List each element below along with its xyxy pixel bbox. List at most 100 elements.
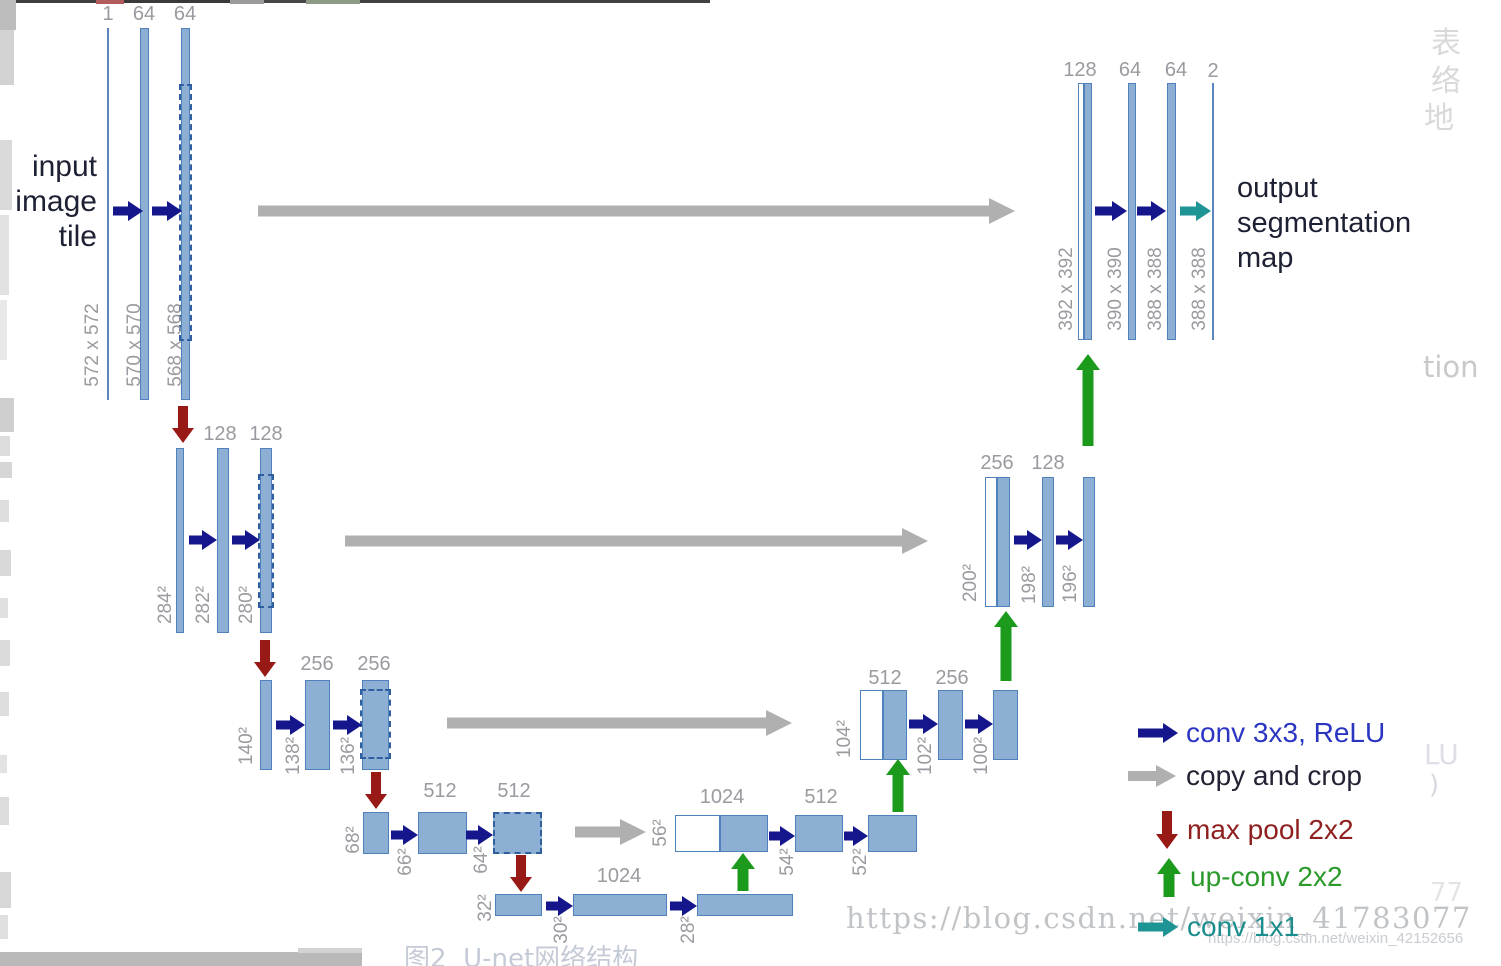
left-edge-ghost: [0, 436, 10, 456]
channel-count-label: 1024: [596, 865, 642, 887]
spatial-size-label: 140²: [236, 726, 258, 766]
output-segmentation-map-label: map: [1237, 242, 1294, 274]
feature-map-bar: [938, 690, 963, 760]
feature-map-bar: [697, 894, 793, 916]
spatial-size-label: 568 x 568: [165, 303, 187, 387]
bottom-gray-bar: [298, 948, 362, 953]
spatial-size-label: 66²: [395, 848, 417, 876]
left-edge-ghost: [0, 692, 9, 716]
channel-count-label: 1024: [699, 786, 745, 808]
channel-count-label: 64: [1118, 59, 1142, 81]
spatial-size-label: 104²: [834, 719, 856, 759]
copied-feature-map: [860, 690, 883, 760]
ghost-text: tion: [1423, 350, 1479, 384]
window-edge-strip: [96, 0, 124, 4]
input-channel-line: [107, 28, 109, 400]
spatial-size-label: 30²: [551, 916, 573, 944]
feature-map-bar: [1084, 83, 1092, 340]
channel-count-label: 256: [935, 667, 969, 689]
left-edge-ghost: [0, 140, 12, 210]
channel-count-label: 512: [497, 780, 531, 802]
spatial-size-label: 136²: [338, 736, 360, 776]
feature-map-bar: [217, 448, 229, 633]
spatial-size-label: 572 x 572: [82, 303, 104, 387]
left-edge-ghost: [0, 0, 16, 30]
feature-map-bar: [720, 815, 768, 852]
spatial-size-label: 282²: [193, 585, 215, 625]
feature-map-bar: [997, 477, 1010, 607]
ghost-text: 络: [1431, 64, 1461, 99]
left-edge-ghost: [0, 300, 7, 360]
spatial-size-label: 388 x 388: [1189, 247, 1211, 331]
copied-feature-map: [675, 815, 720, 852]
spatial-size-label: 284²: [155, 585, 177, 625]
feature-map-bar: [1042, 477, 1054, 607]
copied-feature-map: [1078, 83, 1084, 340]
spatial-size-label: 102²: [915, 736, 937, 776]
left-edge-ghost: [0, 598, 8, 618]
feature-map-bar: [573, 894, 667, 916]
feature-map-bar: [868, 815, 917, 852]
spatial-size-label: 196²: [1060, 564, 1082, 604]
spatial-size-label: 138²: [283, 736, 305, 776]
left-edge-ghost: [0, 462, 12, 478]
output-segmentation-map-label: output: [1237, 172, 1318, 204]
input-image-tile-label: tile: [58, 220, 97, 253]
feature-map-bar: [1167, 83, 1176, 340]
left-edge-ghost: [0, 500, 9, 522]
legend-item-conv3x3: conv 3x3, ReLU: [1186, 717, 1386, 748]
feature-map-bar: [1083, 477, 1095, 607]
feature-map-bar: [418, 812, 467, 854]
spatial-size-label: 388 x 388: [1145, 247, 1167, 331]
watermark-text-small: https://blog.csdn.net/weixin_42152656: [1208, 930, 1464, 947]
window-edge-strip: [306, 0, 360, 4]
feature-map-bar: [176, 448, 184, 633]
feature-map-bar: [305, 680, 330, 770]
feature-map-bar: [260, 680, 272, 770]
left-edge-ghost: [0, 640, 10, 666]
channel-count-label: 64: [132, 3, 156, 25]
output-channel-line: [1212, 83, 1214, 340]
input-image-tile-label: input: [31, 150, 97, 183]
channel-count-label: 256: [357, 653, 391, 675]
channel-count-label: 2: [1207, 60, 1219, 82]
ghost-text: 77: [1430, 878, 1464, 908]
left-edge-ghost: [0, 755, 7, 773]
spatial-size-label: 32²: [475, 894, 497, 922]
left-edge-ghost: [0, 550, 11, 576]
window-edge-strip: [14, 0, 96, 3]
bottom-gray-bar: [0, 952, 362, 966]
output-segmentation-map-label: segmentation: [1237, 207, 1412, 239]
channel-count-label: 512: [804, 786, 838, 808]
spatial-size-label: 64²: [471, 846, 493, 874]
legend-item-conv1x1: conv 1x1: [1187, 911, 1300, 942]
channel-count-label: 256: [980, 452, 1014, 474]
channel-count-label: 128: [249, 423, 283, 445]
spatial-size-label: 280²: [236, 585, 258, 625]
feature-map-bar: [495, 894, 542, 916]
channel-count-label: 512: [868, 667, 902, 689]
channel-count-label: 64: [1164, 59, 1188, 81]
spatial-size-label: 28²: [678, 916, 700, 944]
ghost-text: ): [1429, 770, 1440, 800]
figure-caption-ghost: 图2 U-net网络结构: [404, 944, 639, 966]
channel-count-label: 128: [1063, 59, 1097, 81]
feature-map-bar: [1128, 83, 1136, 340]
spatial-size-label: 68²: [343, 826, 365, 854]
legend-item-copy-crop: copy and crop: [1186, 760, 1362, 791]
ghost-text: LU: [1424, 738, 1459, 771]
spatial-size-label: 54²: [777, 848, 799, 876]
spatial-size-label: 570 x 570: [124, 303, 146, 387]
channel-count-label: 256: [300, 653, 334, 675]
feature-map-bar: [883, 690, 907, 760]
channel-count-label: 1: [102, 3, 114, 25]
left-edge-ghost: [0, 872, 11, 908]
legend-item-upconv: up-conv 2x2: [1190, 861, 1343, 892]
spatial-size-label: 52²: [850, 848, 872, 876]
window-edge-strip: [264, 0, 306, 3]
spatial-size-label: 198²: [1019, 565, 1041, 605]
feature-map-bar: [993, 690, 1018, 760]
